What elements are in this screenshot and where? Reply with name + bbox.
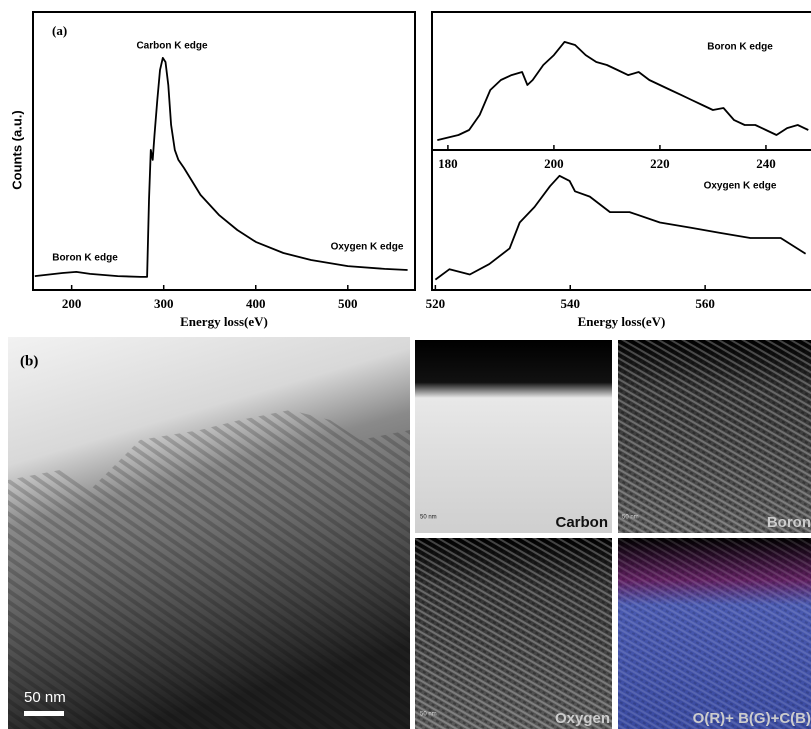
overlay-texture xyxy=(618,538,811,729)
annotation: Carbon K edge xyxy=(136,41,208,52)
axes-frame xyxy=(432,150,811,290)
annotation: Oxygen K edge xyxy=(331,242,404,253)
x-tick-label: 220 xyxy=(650,156,670,171)
map-scale-label: 50 nm xyxy=(622,515,639,521)
oxygen-texture xyxy=(415,538,612,729)
scale-bar-label: 50 nm xyxy=(24,689,66,706)
page: {"chart_data": [ {"type": "line", "annot… xyxy=(0,0,811,729)
annotation: Oxygen K edge xyxy=(704,181,777,192)
map-scale-label: 50 nm xyxy=(420,712,437,718)
x-tick-label: 200 xyxy=(62,296,82,311)
x-axis-label: Energy loss(eV) xyxy=(180,314,268,329)
map-label: O(R)+ B(G)+C(B) xyxy=(693,710,811,727)
map-label: Oxygen xyxy=(555,710,610,727)
spectrum-line xyxy=(437,42,808,140)
panel-label: (b) xyxy=(20,353,38,369)
annotation: Boron K edge xyxy=(707,42,773,53)
x-axis-label: Energy loss(eV) xyxy=(578,314,666,329)
x-tick-label: 180 xyxy=(438,156,458,171)
scale-bar xyxy=(24,711,64,716)
carbon-map xyxy=(415,340,612,533)
annotation: (a) xyxy=(52,23,67,38)
panel-b: (b) 50 nm Carbon Boron Oxygen O(R)+ B(G)… xyxy=(8,337,811,729)
x-tick-label: 540 xyxy=(560,296,580,311)
y-axis-label: Counts (a.u.) xyxy=(9,110,24,189)
x-tick-label: 560 xyxy=(695,296,715,311)
x-tick-label: 400 xyxy=(246,296,266,311)
axes-frame xyxy=(432,12,811,150)
map-scale-label: 50 nm xyxy=(420,515,437,521)
x-tick-label: 520 xyxy=(426,296,446,311)
x-tick-label: 240 xyxy=(756,156,776,171)
x-tick-label: 200 xyxy=(544,156,564,171)
map-label: Carbon xyxy=(556,514,609,531)
x-tick-label: 500 xyxy=(338,296,358,311)
map-label: Boron xyxy=(767,514,811,531)
x-tick-label: 300 xyxy=(154,296,174,311)
boron-texture xyxy=(618,340,811,533)
annotation: Boron K edge xyxy=(52,253,118,264)
figure: (b) 50 nm Carbon Boron Oxygen O(R)+ B(G)… xyxy=(0,0,811,729)
